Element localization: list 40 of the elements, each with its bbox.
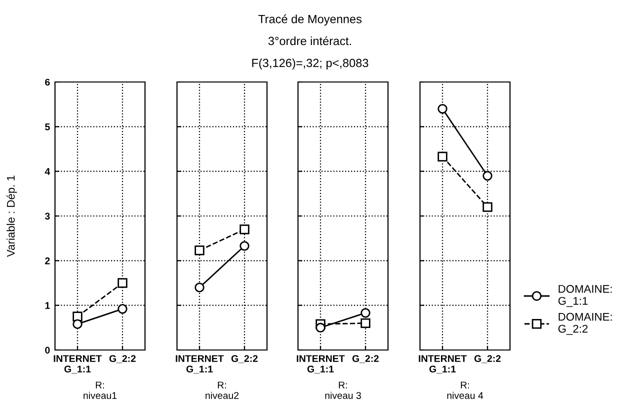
x-axis-title: R: niveau2 <box>206 382 239 399</box>
point <box>316 322 326 333</box>
x-tick-label: INTERNET G_1:1 <box>418 355 467 374</box>
text: 3°ordre intéract. <box>268 36 351 46</box>
point <box>194 246 204 256</box>
x-axis-title: R: niveau 3 <box>325 382 361 399</box>
y-tick-label: 3 <box>44 212 50 220</box>
point <box>194 282 204 292</box>
y-tick-label: 4 <box>44 168 50 175</box>
x-axis-title: R: niveau1 <box>84 382 117 399</box>
x-tick-label: G_2:2 <box>109 355 136 364</box>
x-tick-label: INTERNET G_1:1 <box>296 355 345 374</box>
point <box>72 319 82 329</box>
x-tick-label: INTERNET G_1:1 <box>176 355 224 374</box>
legend-label: DOMAINE: G_2:2 <box>558 312 612 335</box>
y-tick-label: 5 <box>45 124 50 130</box>
x-tick-label: G_2:2 <box>474 355 501 364</box>
point <box>438 104 448 114</box>
text: F(3,126)=,32; p<,8083 <box>252 58 368 70</box>
y-tick-label: 0 <box>45 346 50 354</box>
point <box>72 312 82 322</box>
point <box>360 308 370 318</box>
point <box>438 152 448 162</box>
y-tick-label: 6 <box>45 78 50 86</box>
x-tick-label: INTERNET G_1:1 <box>54 355 102 374</box>
point <box>240 241 250 251</box>
y-tick-label: 1 <box>45 302 50 309</box>
y-tick-label: 2 <box>45 257 50 264</box>
point <box>482 170 492 181</box>
point <box>240 224 250 234</box>
x-tick-label: G_2:2 <box>352 355 379 364</box>
legend-label: DOMAINE: G_1:1 <box>558 284 612 307</box>
point <box>482 202 492 212</box>
x-axis-title: R: niveau 4 <box>447 382 484 399</box>
point <box>118 304 128 314</box>
point <box>118 278 128 288</box>
y-axis-title: Variable : Dép. 1 <box>6 176 17 257</box>
text: Tracé de Moyennes <box>258 14 362 26</box>
x-tick-label: G_2:2 <box>231 355 258 364</box>
point <box>360 318 370 328</box>
